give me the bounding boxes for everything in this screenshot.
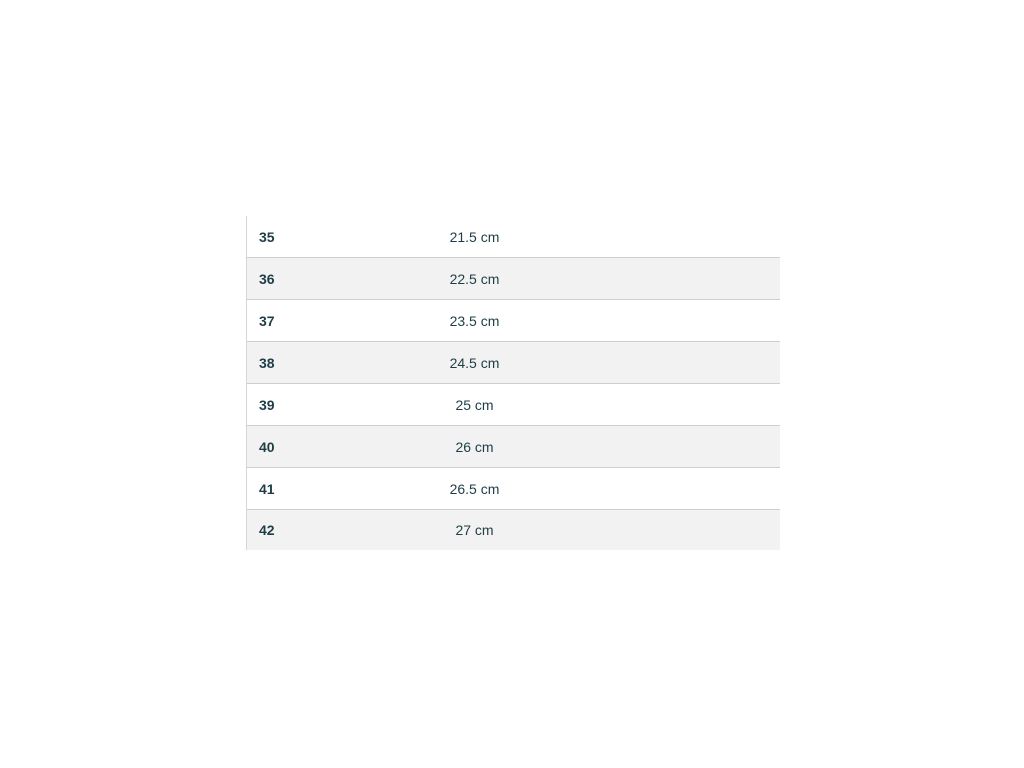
size-cell: 37 <box>259 312 275 329</box>
table-row: 41 26.5 cm <box>247 468 780 510</box>
size-cell: 42 <box>259 522 275 538</box>
size-cell: 36 <box>259 270 275 287</box>
length-cell: 23.5 cm <box>449 312 500 329</box>
size-table: 35 21.5 cm 36 22.5 cm 37 23.5 cm 38 24.5 cm 39 25… <box>246 216 780 550</box>
length-cell: 25 cm <box>455 396 494 413</box>
length-cell: 24.5 cm <box>449 354 500 371</box>
table-row: 38 24.5 cm <box>247 342 780 384</box>
table-row: 39 25 cm <box>247 384 780 426</box>
length-cell: 27 cm <box>455 522 494 538</box>
table-row: 37 23.5 cm <box>247 300 780 342</box>
table-row: 40 26 cm <box>247 426 780 468</box>
size-cell: 41 <box>259 480 275 497</box>
size-cell: 35 <box>259 228 275 245</box>
length-cell: 26.5 cm <box>449 480 500 497</box>
size-cell: 38 <box>259 354 275 371</box>
length-cell: 21.5 cm <box>449 228 500 245</box>
length-cell: 22.5 cm <box>449 270 500 287</box>
size-cell: 39 <box>259 396 275 413</box>
table-row: 36 22.5 cm <box>247 258 780 300</box>
table-row: 42 27 cm <box>247 510 780 550</box>
table-row: 35 21.5 cm <box>247 216 780 258</box>
length-cell: 26 cm <box>455 438 494 455</box>
size-cell: 40 <box>259 438 275 455</box>
